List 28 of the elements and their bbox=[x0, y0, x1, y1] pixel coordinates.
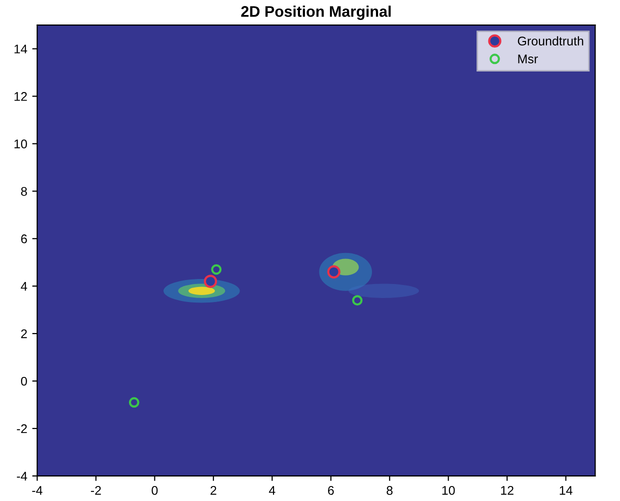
x-tick-label: 10 bbox=[442, 486, 455, 495]
legend-label: Msr bbox=[518, 54, 538, 64]
point bbox=[128, 397, 140, 408]
y-tick-label: 4 bbox=[20, 282, 28, 291]
point bbox=[204, 274, 218, 288]
point bbox=[327, 265, 340, 278]
x-tick-label: 8 bbox=[386, 486, 393, 495]
chart-title: 2D Position Marginal bbox=[241, 6, 391, 20]
point bbox=[211, 264, 222, 275]
y-tick-label: 2 bbox=[21, 329, 27, 338]
y-tick-label: 12 bbox=[14, 92, 27, 101]
y-tick-label: 6 bbox=[21, 234, 27, 244]
x-tick-label: 12 bbox=[501, 486, 514, 495]
y-tick-label: 14 bbox=[14, 44, 28, 54]
point bbox=[352, 295, 363, 306]
x-tick-label: 14 bbox=[560, 486, 572, 495]
x-tick-label: 6 bbox=[328, 486, 334, 495]
y-tick-label: 10 bbox=[14, 140, 27, 148]
y-tick-label: 0 bbox=[21, 376, 27, 386]
legend-label: Groundtruth bbox=[518, 36, 584, 46]
x-tick-label: 2 bbox=[210, 486, 216, 495]
x-tick-label: -2 bbox=[90, 486, 101, 495]
x-tick-label: 0 bbox=[152, 486, 158, 495]
x-tick-label: -4 bbox=[32, 486, 42, 495]
y-tick-label: -4 bbox=[16, 472, 28, 480]
y-tick-label: -2 bbox=[16, 424, 27, 434]
y-tick-label: 8 bbox=[21, 186, 27, 196]
x-tick-label: 4 bbox=[268, 486, 276, 495]
